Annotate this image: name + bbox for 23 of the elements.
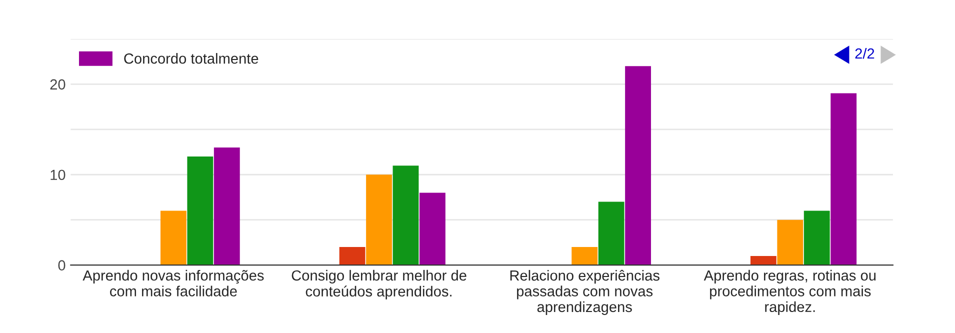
- bar: [214, 147, 240, 266]
- bar: [750, 256, 776, 266]
- bar: [420, 192, 446, 266]
- bar: [366, 174, 392, 266]
- bar: [187, 156, 214, 266]
- y-tick-label: 20: [50, 79, 66, 90]
- y-tick-label: 0: [58, 260, 66, 270]
- bar: [625, 66, 651, 266]
- bar: [598, 202, 624, 266]
- annotation: 2/2: [855, 48, 874, 59]
- x-tick-label: Relaciono experiências passadas com novas aprendizagens: [510, 270, 660, 315]
- x-tick-label: Aprendo novas informações com mais facilidade: [82, 270, 264, 296]
- x-tick-label: Aprendo regras, rotinas ou procedimentos com mais rapidez.: [704, 270, 876, 315]
- bar: [572, 246, 598, 266]
- bar: [339, 246, 366, 266]
- bar: [160, 210, 186, 266]
- legend-label: Concordo totalmente: [124, 53, 258, 64]
- bar: [392, 166, 419, 266]
- bar: [830, 93, 857, 266]
- x-tick-label: Consigo lembrar melhor de conteúdos aprendidos.: [292, 270, 466, 300]
- y-tick-label: 10: [50, 170, 66, 180]
- bar: [777, 220, 804, 266]
- bar: [804, 210, 830, 266]
